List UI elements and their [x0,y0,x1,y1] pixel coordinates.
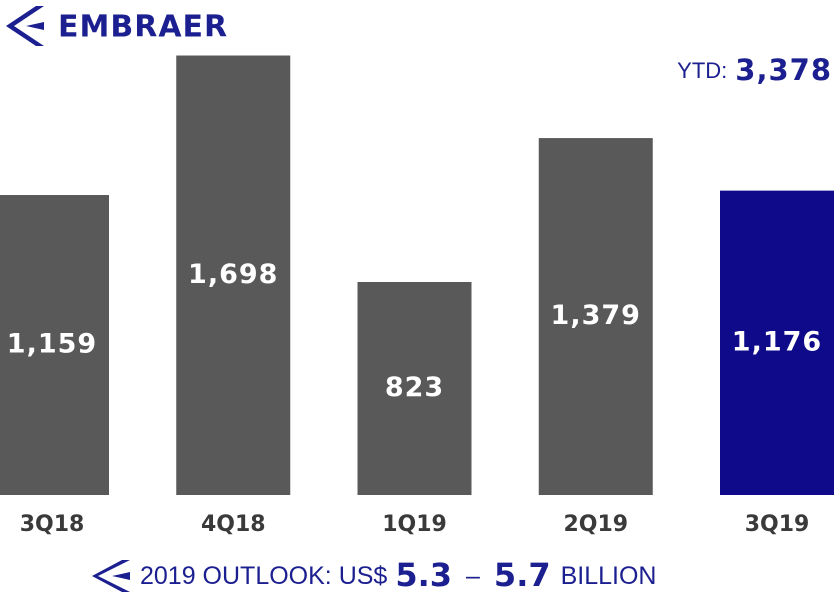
logo-icon [6,6,44,46]
ytd-label: YTD: [677,58,727,83]
outlook-suffix: BILLION [561,562,657,590]
x-tick-label: 3Q19 [745,512,810,537]
value-label: 823 [385,372,444,403]
x-tick-label: 4Q18 [201,512,266,537]
x-tick-label: 1Q19 [382,512,447,537]
value-label: 1,698 [188,259,278,290]
bar [176,55,291,496]
ytd-value: 3,378 [735,53,832,87]
outlook-icon [92,560,130,592]
logo-text: EMBRAER [58,10,228,45]
value-label: 1,379 [551,300,641,331]
bar [0,195,109,495]
outlook: 2019 OUTLOOK: US$ 5.3–5.7 BILLION [140,556,656,594]
value-label: 1,159 [7,329,97,360]
value-label: 1,176 [732,326,822,357]
outlook-separator: – [466,562,480,590]
bar [538,138,653,496]
outlook-high: 5.7 [494,556,551,594]
x-tick-label: 3Q18 [20,512,85,537]
bar [357,281,472,495]
outlook-prefix: 2019 OUTLOOK: US$ [140,562,387,590]
ytd: YTD: 3,378 [677,53,832,87]
x-tick-label: 2Q19 [563,512,628,537]
bar [720,190,834,495]
outlook-low: 5.3 [395,556,452,594]
